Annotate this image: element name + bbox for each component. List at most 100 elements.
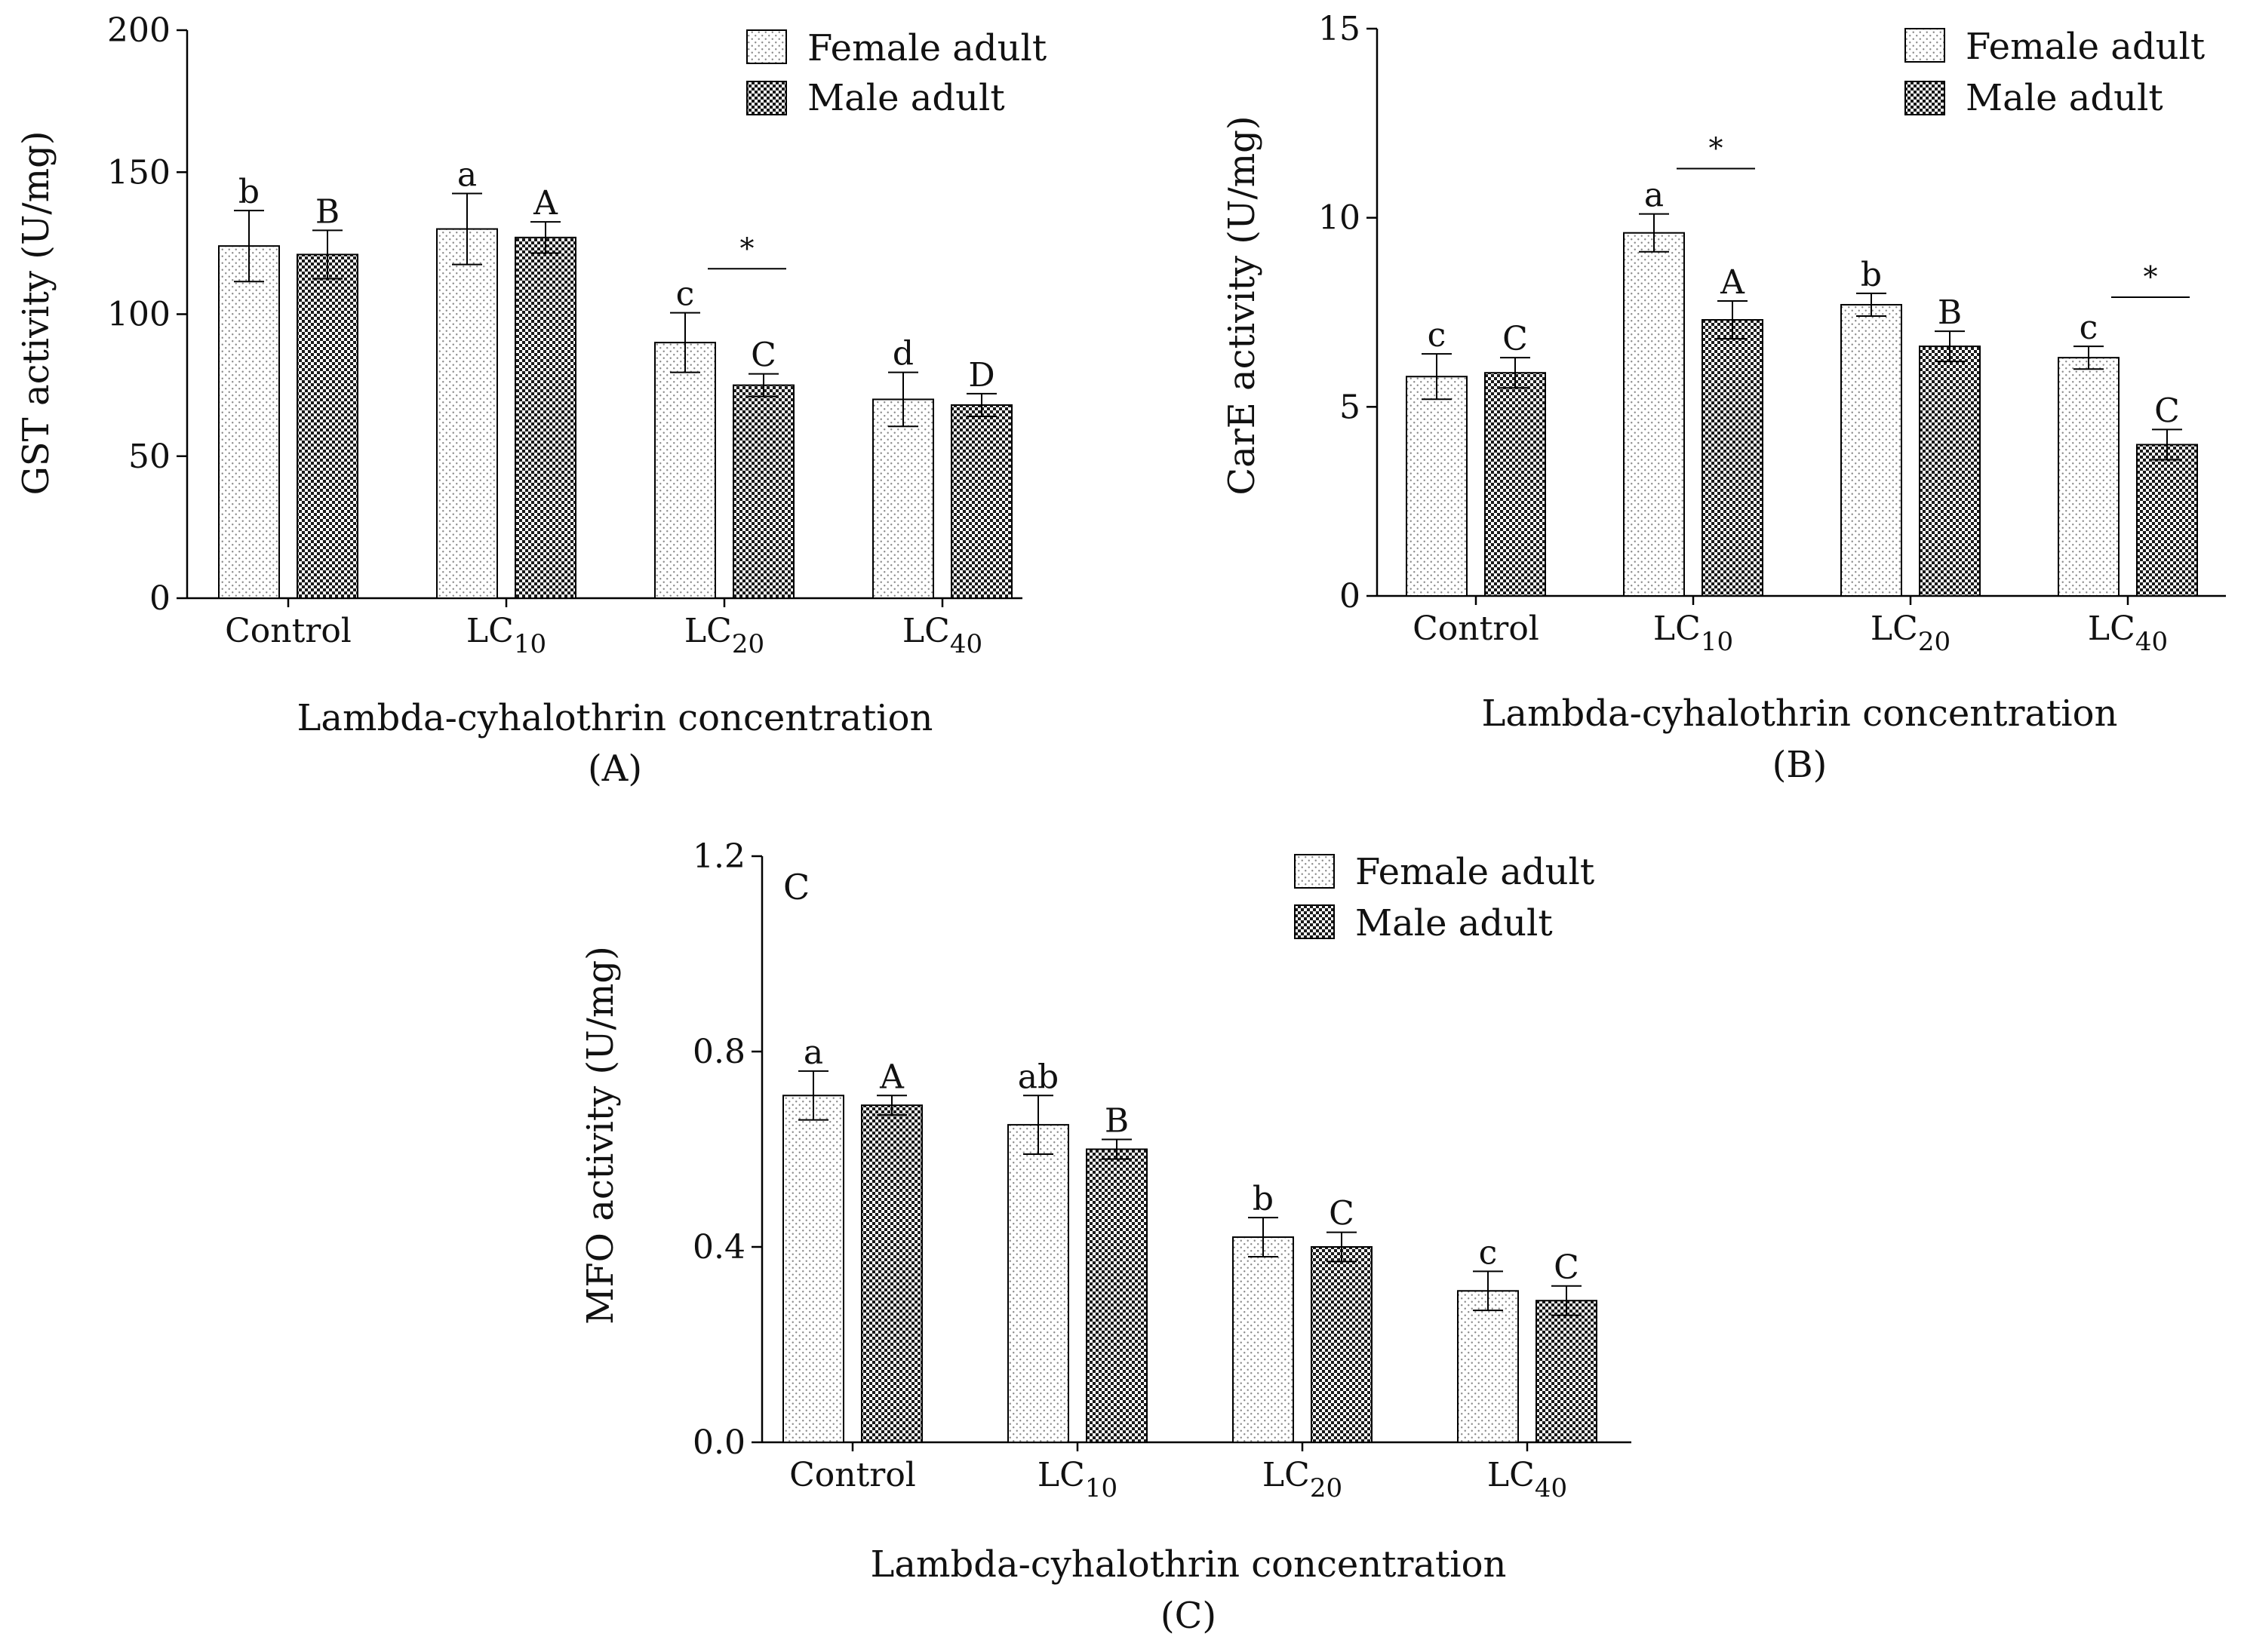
bar-female: [1840, 303, 1902, 597]
bar-male: [1536, 1300, 1597, 1443]
significance-letter: B: [1105, 1102, 1129, 1141]
y-tick-label: 0.4: [693, 1228, 745, 1267]
bar-female: [654, 342, 716, 599]
bar-female: [436, 228, 498, 599]
y-axis-title: MFO activity (U/mg): [579, 946, 622, 1325]
significance-letter: a: [457, 155, 477, 194]
x-tick-label: LC10: [466, 612, 546, 659]
bar-male: [1702, 319, 1763, 597]
significance-star: *: [740, 232, 755, 265]
significance-letter: A: [533, 184, 558, 223]
y-tick-label: 0.8: [693, 1033, 745, 1071]
legend: Female adult Male adult: [1904, 26, 2205, 119]
significance-letter: a: [804, 1033, 823, 1072]
significance-letter: b: [238, 173, 260, 211]
y-tick-label: 0.0: [693, 1423, 745, 1462]
bar-female: [1457, 1290, 1519, 1444]
significance-letter: c: [1479, 1233, 1498, 1272]
bar-female: [1406, 376, 1468, 597]
legend: Female adult Male adult: [1294, 851, 1594, 944]
legend-swatch-male: [1294, 904, 1335, 939]
y-tick-label: 50: [128, 438, 171, 476]
y-axis-title: CarE activity (U/mg): [1221, 115, 1263, 495]
significance-letter: b: [1861, 256, 1882, 294]
significance-letter: C: [1329, 1195, 1354, 1233]
significance-letter: c: [1428, 316, 1446, 355]
bar-male: [1086, 1148, 1148, 1443]
x-tick-label: LC20: [1262, 1456, 1342, 1503]
x-axis-title: Lambda-cyhalothrin concentration: [297, 697, 933, 739]
significance-letter: C: [1502, 320, 1528, 358]
y-tick-label: 100: [107, 296, 171, 334]
chart-panel-b: CarE activity (U/mg) Lambda-cyhalothrin …: [1221, 10, 2226, 786]
x-tick-label: LC10: [1038, 1456, 1117, 1503]
significance-star: *: [1709, 131, 1723, 164]
significance-letter: A: [879, 1058, 905, 1096]
significance-letter: a: [1644, 177, 1664, 215]
panel-label: (B): [1772, 744, 1828, 786]
legend-label-male: Male adult: [1966, 77, 2163, 119]
bar-female: [1623, 232, 1685, 597]
bar-male: [515, 236, 576, 599]
chart-panel-a: GST activity (U/mg) Lambda-cyhalothrin c…: [15, 11, 1047, 790]
chart-panel-c: MFO activity (U/mg) Lambda-cyhalothrin c…: [579, 837, 1631, 1637]
bar-male: [1919, 345, 1981, 597]
legend-swatch-female: [1904, 28, 1945, 63]
significance-star: *: [2144, 260, 2158, 293]
legend-label-female: Female adult: [1355, 851, 1594, 893]
panel-label: (C): [1160, 1595, 1216, 1637]
legend-label-male: Male adult: [807, 77, 1005, 119]
bar-female: [1232, 1236, 1294, 1444]
y-tick-label: 0: [1339, 577, 1360, 616]
y-tick-label: 15: [1318, 10, 1360, 48]
significance-letter: C: [751, 336, 776, 375]
x-axis-title: Lambda-cyhalothrin concentration: [871, 1543, 1507, 1586]
y-tick-label: 150: [107, 153, 171, 192]
bar-male: [1484, 372, 1546, 597]
y-tick-label: 1.2: [693, 837, 745, 876]
legend-label-male: Male adult: [1355, 902, 1553, 944]
significance-letter: c: [2080, 309, 2098, 347]
bar-female: [1007, 1124, 1069, 1443]
bar-male: [2136, 444, 2198, 597]
significance-letter: ab: [1018, 1058, 1059, 1096]
x-tick-label: LC40: [2088, 610, 2168, 657]
significance-letter: C: [2154, 392, 2180, 430]
bar-female: [218, 245, 280, 599]
bar-female: [782, 1095, 844, 1444]
bar-male: [1311, 1246, 1373, 1443]
legend-swatch-male: [746, 81, 787, 115]
x-tick-label: LC40: [1487, 1456, 1567, 1503]
bar-female: [2058, 357, 2120, 597]
y-tick-label: 200: [107, 11, 171, 50]
legend-label-female: Female adult: [1966, 26, 2205, 68]
legend-label-female: Female adult: [807, 27, 1047, 69]
y-axis-title: GST activity (U/mg): [15, 131, 57, 495]
legend-swatch-male: [1904, 81, 1945, 115]
legend: Female adult Male adult: [746, 27, 1047, 119]
significance-letter: C: [1554, 1248, 1579, 1287]
legend-swatch-female: [746, 29, 787, 64]
y-tick-label: 0: [149, 579, 171, 618]
significance-letter: B: [315, 192, 340, 231]
x-tick-label: Control: [1413, 610, 1539, 648]
significance-letter: b: [1253, 1180, 1274, 1218]
legend-swatch-female: [1294, 854, 1335, 889]
panel-label: (A): [588, 748, 642, 790]
x-axis-title: Lambda-cyhalothrin concentration: [1482, 692, 2118, 735]
significance-letter: c: [676, 275, 695, 314]
bar-male: [861, 1104, 923, 1443]
significance-letter: d: [893, 335, 914, 373]
x-tick-label: LC10: [1653, 610, 1733, 657]
panel-corner-label: C: [783, 867, 810, 907]
x-tick-label: Control: [225, 612, 352, 650]
x-tick-label: Control: [789, 1456, 916, 1494]
x-tick-label: LC20: [684, 612, 764, 659]
x-tick-label: LC20: [1871, 610, 1950, 657]
bar-female: [872, 398, 934, 599]
significance-letter: A: [1720, 263, 1745, 302]
x-tick-label: LC40: [902, 612, 982, 659]
y-tick-label: 10: [1318, 199, 1360, 238]
bar-male: [951, 404, 1013, 599]
